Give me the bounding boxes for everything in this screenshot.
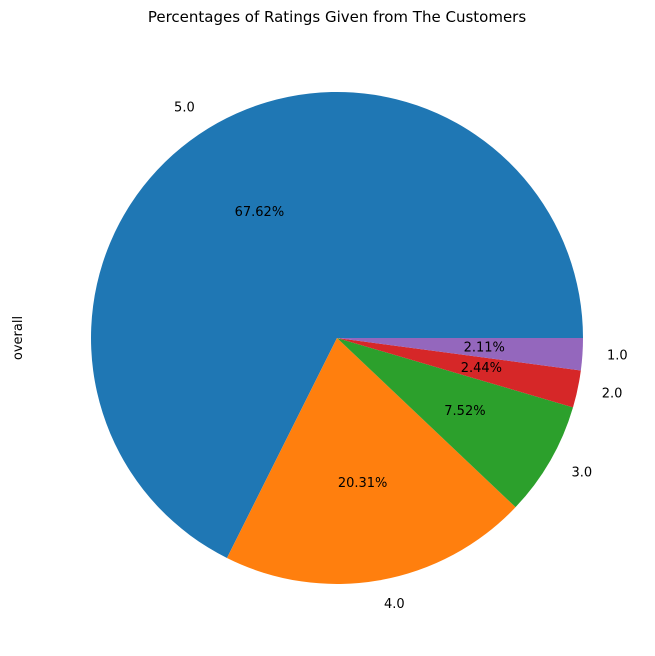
pie-slice-2-0: [337, 338, 581, 408]
category-label-5-0: 5.0: [174, 100, 195, 115]
percent-label-4-0: 20.31%: [338, 476, 388, 491]
percent-label-2-0: 2.44%: [461, 361, 502, 376]
category-label-2-0: 2.0: [602, 387, 623, 402]
percent-label-5-0: 67.62%: [235, 205, 285, 220]
category-label-3-0: 3.0: [572, 465, 593, 480]
pie-slice-4-0: [226, 338, 516, 584]
percent-label-3-0: 7.52%: [444, 404, 485, 419]
percent-label-1-0: 2.11%: [464, 340, 505, 355]
category-label-4-0: 4.0: [384, 597, 405, 612]
pie-slice-1-0: [337, 338, 583, 371]
pie-slice-3-0: [337, 338, 574, 508]
pie-labels: 5.0 67.62% 4.0 20.31% 3.0 7.52% 2.0 2.44% 1.0 2.1…: [174, 100, 628, 612]
y-axis-label: overall: [11, 316, 26, 360]
category-label-1-0: 1.0: [607, 348, 628, 363]
chart-title: Percentages of Ratings Given from The Cu…: [148, 8, 527, 26]
pie-slices: [90, 91, 583, 584]
pie-slice-5-0: [90, 91, 583, 559]
